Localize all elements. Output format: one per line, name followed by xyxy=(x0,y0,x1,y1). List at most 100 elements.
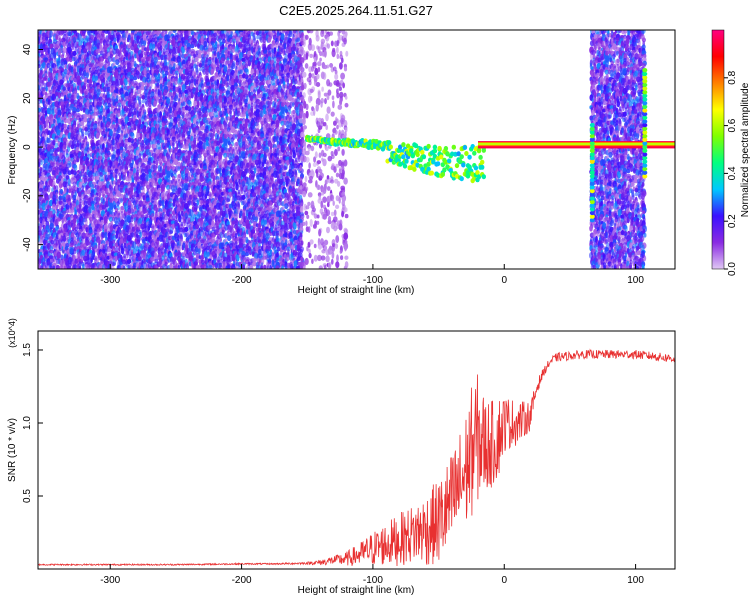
spectrogram-noise-cell xyxy=(73,264,78,269)
spectrogram-noise-cell xyxy=(168,230,173,235)
spectrogram-noise-cell xyxy=(81,44,86,50)
spectrogram-noise-cell xyxy=(98,191,102,198)
spectrogram-noise-cell xyxy=(104,231,108,239)
spectrogram-noise-cell xyxy=(57,84,61,92)
spectrogram-noise-cell xyxy=(95,196,101,203)
spectrogram-noise-cell xyxy=(85,65,90,74)
spectrogram-noise-cell xyxy=(210,68,214,75)
spectrogram-noise-cell xyxy=(87,232,91,238)
spectrogram-noise-cell xyxy=(172,201,176,207)
spectrogram-noise-cell xyxy=(177,264,181,269)
spectrogram-noise-cell xyxy=(138,153,142,158)
spectrogram-noise-cell xyxy=(60,264,64,269)
spectrogram-noise-cell xyxy=(84,218,88,227)
spectrogram-noise-cell xyxy=(187,153,191,161)
spectrogram-noise-cell xyxy=(214,155,219,161)
spectrogram-noise-cell xyxy=(112,239,116,244)
spectrogram-noise-cell xyxy=(115,233,119,239)
spectrogram-noise-cell xyxy=(109,198,113,203)
spectrogram-noise-cell xyxy=(197,248,201,255)
spectrogram-noise-cell xyxy=(60,254,64,261)
spectrogram-noise-cell xyxy=(55,185,59,191)
spectrogram-noise-cell xyxy=(96,132,100,139)
spectrogram-noise-cell xyxy=(45,85,48,92)
spectrogram-noise-cell xyxy=(62,46,68,54)
spectrogram-noise-cell xyxy=(131,132,135,139)
spectrogram-noise-cell xyxy=(77,33,82,41)
spectrogram-noise-cell xyxy=(137,88,142,94)
spectrogram-noise-cell xyxy=(226,198,231,203)
spectrogram-noise-cell xyxy=(73,236,77,242)
spectrogram-noise-cell xyxy=(46,107,51,115)
spectrogram-noise-cell xyxy=(169,207,173,212)
spectrogram-noise-cell xyxy=(177,234,180,242)
spectrogram-noise-cell xyxy=(107,61,111,67)
spectrogram-noise-cell xyxy=(105,74,108,82)
spectrogram-noise-cell xyxy=(178,215,182,223)
spectrogram-noise-cell xyxy=(96,92,100,98)
spectrogram-noise-cell xyxy=(44,157,49,165)
spectrogram-noise-cell xyxy=(69,57,73,63)
spectrogram-noise-cell xyxy=(86,189,91,195)
spectrogram-noise-cell xyxy=(221,229,225,235)
spectrogram-noise-cell xyxy=(61,216,65,224)
spectrogram-noise-cell xyxy=(205,265,209,269)
spectrogram-noise-cell xyxy=(83,71,88,79)
spectrogram-noise-cell xyxy=(41,87,46,96)
spectrogram-noise-cell xyxy=(52,265,56,269)
spectrogram-noise-cell xyxy=(82,159,86,166)
spectrogram-noise-cell xyxy=(64,181,69,187)
spectrogram-noise-cell xyxy=(78,50,82,56)
spectrogram-noise-cell xyxy=(125,133,129,138)
spectrogram-noise-cell xyxy=(72,255,77,260)
spectrogram-noise-cell xyxy=(64,64,68,70)
spectrogram-noise-cell xyxy=(59,92,65,97)
spectrogram-noise-cell xyxy=(52,203,56,210)
spectrogram-noise-cell xyxy=(49,30,53,38)
spectrogram-noise-cell xyxy=(219,139,223,146)
spectrogram-noise-cell xyxy=(63,59,68,66)
spectrogram-noise-cell xyxy=(86,88,89,94)
spectrogram-noise-cell xyxy=(83,82,87,89)
spectrogram-noise-cell xyxy=(41,79,45,85)
spectrogram-noise-cell xyxy=(70,98,75,104)
spectrogram-noise-cell xyxy=(63,249,68,255)
spectrogram-noise-cell xyxy=(127,258,132,265)
spectrogram-noise-cell xyxy=(90,35,95,40)
spectrogram-noise-cell xyxy=(51,93,57,102)
spectrogram-noise-cell xyxy=(90,132,95,140)
spectrogram-noise-cell xyxy=(46,62,51,69)
spectrogram-noise-cell xyxy=(86,200,90,205)
spectrogram-noise-cell xyxy=(52,139,56,146)
spectrogram-noise-cell xyxy=(86,99,90,108)
spectrogram-noise-cell xyxy=(109,44,114,49)
spectrogram-noise-cell xyxy=(164,120,169,126)
spectrogram-noise-cell xyxy=(190,44,195,49)
spectrogram-noise-cell xyxy=(72,50,77,57)
spectrogram-noise-cell xyxy=(39,223,42,231)
spectrogram-noise-cell xyxy=(62,41,67,48)
spectrogram-noise-cell xyxy=(62,150,66,157)
spectrogram-noise-cell xyxy=(65,73,70,81)
spectrogram-noise-cell xyxy=(100,219,104,225)
spectrogram-noise-cell xyxy=(133,76,138,81)
spectrogram-noise-cell xyxy=(78,266,82,269)
spectrogram-noise-cell xyxy=(59,188,64,195)
spectrogram-noise-cell xyxy=(208,264,213,269)
spectrogram-noise-cell xyxy=(56,254,62,261)
spectrogram-noise-cell xyxy=(172,188,176,194)
spectrogram-noise-cell xyxy=(210,132,215,139)
spectrogram-noise-cell xyxy=(194,56,199,62)
spectrogram-noise-cell xyxy=(59,30,64,36)
spectrogram-noise-cell xyxy=(216,236,220,241)
spectrogram-noise-cell xyxy=(60,198,64,203)
spectrogram-noise-cell xyxy=(106,152,112,158)
spectrogram-noise-cell xyxy=(157,78,160,84)
spectrogram-noise-cell xyxy=(164,261,168,267)
spectrogram-noise-cell xyxy=(55,204,58,211)
spectrogram-noise-cell xyxy=(62,144,67,153)
spectrogram-noise-cell xyxy=(73,164,78,171)
spectrogram-noise-cell xyxy=(196,199,200,206)
spectrogram-noise-cell xyxy=(130,216,134,223)
